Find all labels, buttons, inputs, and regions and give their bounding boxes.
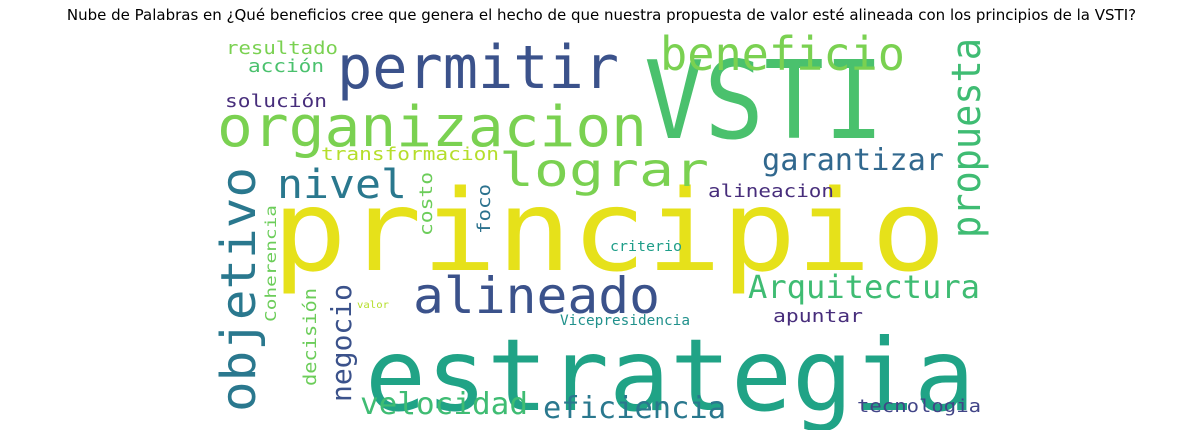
word-transformacion: transformacion [321,144,499,165]
word-principio: principio [272,167,946,297]
word-apuntar: apuntar [773,306,863,327]
word-vicepresidencia: Vicepresidencia [560,313,690,329]
word-velocidad: velocidad [360,387,528,422]
word-valor: valor [357,300,389,311]
word-negocio: negocio [325,284,358,402]
word-propuesta: propuesta [944,38,990,238]
word-criterio: criterio [610,239,682,255]
word-vsti: VSTI [644,39,884,164]
word-alineado: alineado [413,267,660,325]
word-coherencia: Coherencia [262,205,280,322]
chart-title: Nube de Palabras en ¿Qué beneficios cree… [66,6,1137,24]
word-garantizar: garantizar [762,143,944,178]
word-tecnologia: tecnologia [857,396,981,417]
word-costo: costo [416,172,437,236]
word-permitir: permitir [337,33,619,103]
word-nivel: nivel [277,162,407,208]
word-estrategia: estrategia [365,317,975,430]
word-resultado: resultado [226,38,338,59]
word-organizacion: organizacion [217,95,647,160]
word-eficiencia: eficiencia [543,391,726,426]
word-accion: acción [248,56,324,77]
word-foco: foco [474,184,495,234]
word-beneficio: beneficio [660,27,905,81]
word-lograr: lograr [499,143,709,197]
word-alineacion: alineacion [708,181,834,202]
word-objetivo: objetivo [211,167,267,412]
word-solucion: solución [225,91,327,112]
word-arquitectura: Arquitectura [748,268,980,306]
word-decision: decisión [300,288,321,386]
